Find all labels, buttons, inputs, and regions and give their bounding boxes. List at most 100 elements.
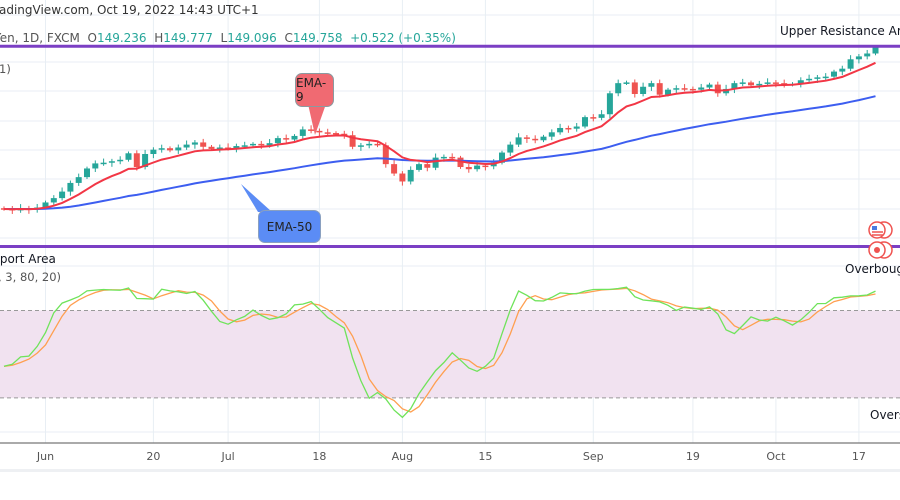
candle-body xyxy=(640,86,647,94)
candle-body xyxy=(216,147,223,149)
event-marker-icon[interactable] xyxy=(868,241,893,259)
indicator-legend-fragment[interactable]: 1) xyxy=(0,62,11,76)
symbol-name: Yen, 1D, FXCM xyxy=(0,31,80,45)
candle-body xyxy=(582,117,588,127)
ema-50-callout-pointer xyxy=(241,184,272,212)
candle-body xyxy=(806,78,813,81)
candle xyxy=(407,166,414,185)
candle-body xyxy=(50,198,57,203)
symbol-legend[interactable]: Yen, 1D, FXCM O149.236 H149.777 L149.096… xyxy=(0,31,456,45)
candle xyxy=(714,81,721,97)
candle-body xyxy=(839,68,846,72)
candle-body xyxy=(548,132,555,137)
candle-body xyxy=(855,56,862,60)
candle-body xyxy=(250,143,256,146)
candle-body xyxy=(822,76,829,79)
overbought-label: Overbought xyxy=(845,262,900,276)
candle xyxy=(158,144,165,153)
us-event-flag-icon[interactable] xyxy=(868,221,893,239)
candle xyxy=(117,156,124,165)
oversold-label: Oversold xyxy=(870,408,900,422)
candle-body xyxy=(308,129,315,131)
candle-body xyxy=(565,127,572,130)
candle xyxy=(623,80,630,85)
candle xyxy=(374,142,381,148)
candle-body xyxy=(399,173,406,182)
candle-body xyxy=(681,88,688,90)
ema-9-callout[interactable]: EMA-9 xyxy=(295,73,334,107)
candle-body xyxy=(133,153,140,168)
candle-body xyxy=(424,164,431,168)
candle-body xyxy=(573,126,580,129)
candle-body xyxy=(225,147,232,149)
ohlc-open: O149.236 xyxy=(87,31,146,45)
low-value: 149.096 xyxy=(227,31,277,45)
candle xyxy=(515,133,522,147)
candle xyxy=(283,134,290,143)
ema-50-line xyxy=(4,95,876,210)
candle-body xyxy=(606,93,613,115)
candle-body xyxy=(158,148,165,150)
high-value: 149.777 xyxy=(163,31,213,45)
ohlc-high: H149.777 xyxy=(154,31,213,45)
candle-body xyxy=(748,82,754,86)
candle-body xyxy=(258,143,265,146)
candle-body xyxy=(175,147,182,151)
candle-body xyxy=(482,165,489,168)
candle-body xyxy=(797,80,804,84)
candle-body xyxy=(432,157,439,168)
candle-body xyxy=(764,82,771,84)
candle-body xyxy=(656,83,663,95)
candle-body xyxy=(316,130,323,133)
candle-body xyxy=(142,154,149,168)
candle xyxy=(532,135,539,144)
candle xyxy=(797,77,804,88)
candle-body xyxy=(465,167,472,170)
x-tick-label: Oct xyxy=(766,450,786,463)
candle-body xyxy=(540,136,547,141)
candle-body xyxy=(233,146,240,149)
candle-body xyxy=(67,182,74,192)
candle xyxy=(183,140,190,150)
candle-body xyxy=(739,82,746,84)
ema-9-line xyxy=(3,61,876,211)
x-tick-label: 17 xyxy=(851,450,866,463)
x-tick-label: Jul xyxy=(221,450,235,463)
candle xyxy=(606,90,613,119)
candle-body xyxy=(872,47,879,54)
candle-body xyxy=(847,59,854,69)
candle xyxy=(200,138,207,150)
candle-body xyxy=(92,163,99,169)
ohlc-low: L149.096 xyxy=(221,31,277,45)
candle-body xyxy=(108,161,115,163)
candle xyxy=(582,115,588,129)
stoch-params-legend[interactable]: , 3, 80, 20) xyxy=(0,270,62,284)
candle xyxy=(781,79,788,88)
candle-body xyxy=(523,137,530,139)
candle-body xyxy=(756,83,763,86)
candle-body xyxy=(689,88,696,91)
candle-body xyxy=(499,152,505,163)
candle xyxy=(349,131,356,150)
candle xyxy=(673,85,680,94)
candle xyxy=(308,125,315,134)
candle-body xyxy=(391,164,398,174)
ema-50-callout[interactable]: EMA-50 xyxy=(258,210,321,243)
candle xyxy=(416,162,422,172)
resistance-label: Upper Resistance Area xyxy=(780,24,900,38)
candle-body xyxy=(557,127,564,133)
candle xyxy=(631,79,638,98)
candle-body xyxy=(75,177,82,183)
candle xyxy=(75,173,82,186)
candle-body xyxy=(598,114,605,118)
candle-body xyxy=(623,82,630,84)
candle-body xyxy=(449,156,456,159)
candle xyxy=(133,150,140,171)
candle-body xyxy=(333,133,339,135)
candle-body xyxy=(374,143,381,146)
x-tick-label: 19 xyxy=(685,450,700,463)
candle xyxy=(324,128,331,137)
low-label: L xyxy=(220,31,228,45)
x-tick-label: 18 xyxy=(312,450,327,463)
